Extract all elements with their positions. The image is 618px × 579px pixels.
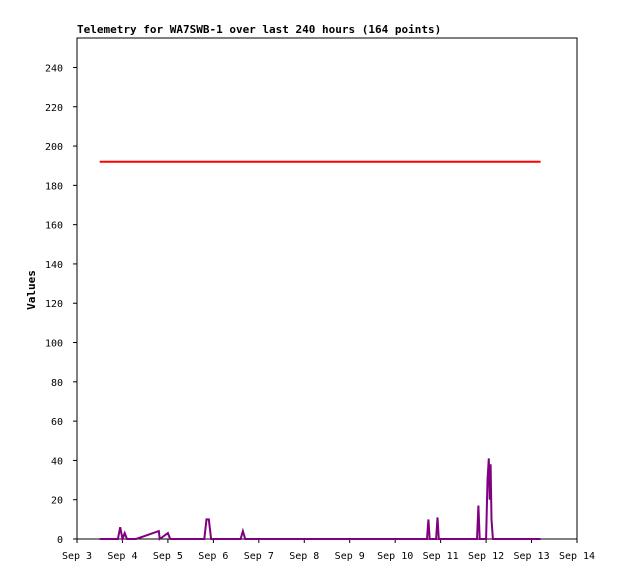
x-tick-label: Sep 11 [423, 551, 459, 562]
x-tick-label: Sep 7 [244, 551, 274, 562]
y-tick-label: 100 [45, 339, 63, 350]
chart-title: Telemetry for WA7SWB-1 over last 240 hou… [77, 23, 442, 36]
x-tick-label: Sep 3 [62, 551, 92, 562]
x-tick-label: Sep 6 [198, 551, 228, 562]
x-tick-label: Sep 12 [468, 551, 504, 562]
y-tick-label: 140 [45, 260, 63, 271]
y-tick-label: 20 [51, 496, 63, 507]
x-tick-label: Sep 4 [107, 551, 137, 562]
y-axis-title: Values [25, 270, 38, 310]
series-line-2 [99, 458, 541, 543]
x-tick-label: Sep 8 [289, 551, 319, 562]
x-tick-label: Sep 5 [153, 551, 183, 562]
y-tick-label: 80 [51, 378, 63, 389]
y-tick-label: 200 [45, 142, 63, 153]
y-tick-label: 160 [45, 221, 63, 232]
y-tick-label: 0 [57, 535, 63, 546]
y-tick-label: 220 [45, 103, 63, 114]
plot-area-frame [76, 37, 578, 540]
y-tick-label: 40 [51, 456, 63, 467]
x-tick-label: Sep 9 [335, 551, 365, 562]
y-tick-label: 60 [51, 417, 63, 428]
y-tick-label: 120 [45, 299, 63, 310]
x-tick-label: Sep 14 [559, 551, 595, 562]
x-tick-label: Sep 10 [377, 551, 413, 562]
y-tick-label: 240 [45, 63, 63, 74]
x-tick-label: Sep 13 [513, 551, 549, 562]
y-tick-label: 180 [45, 181, 63, 192]
